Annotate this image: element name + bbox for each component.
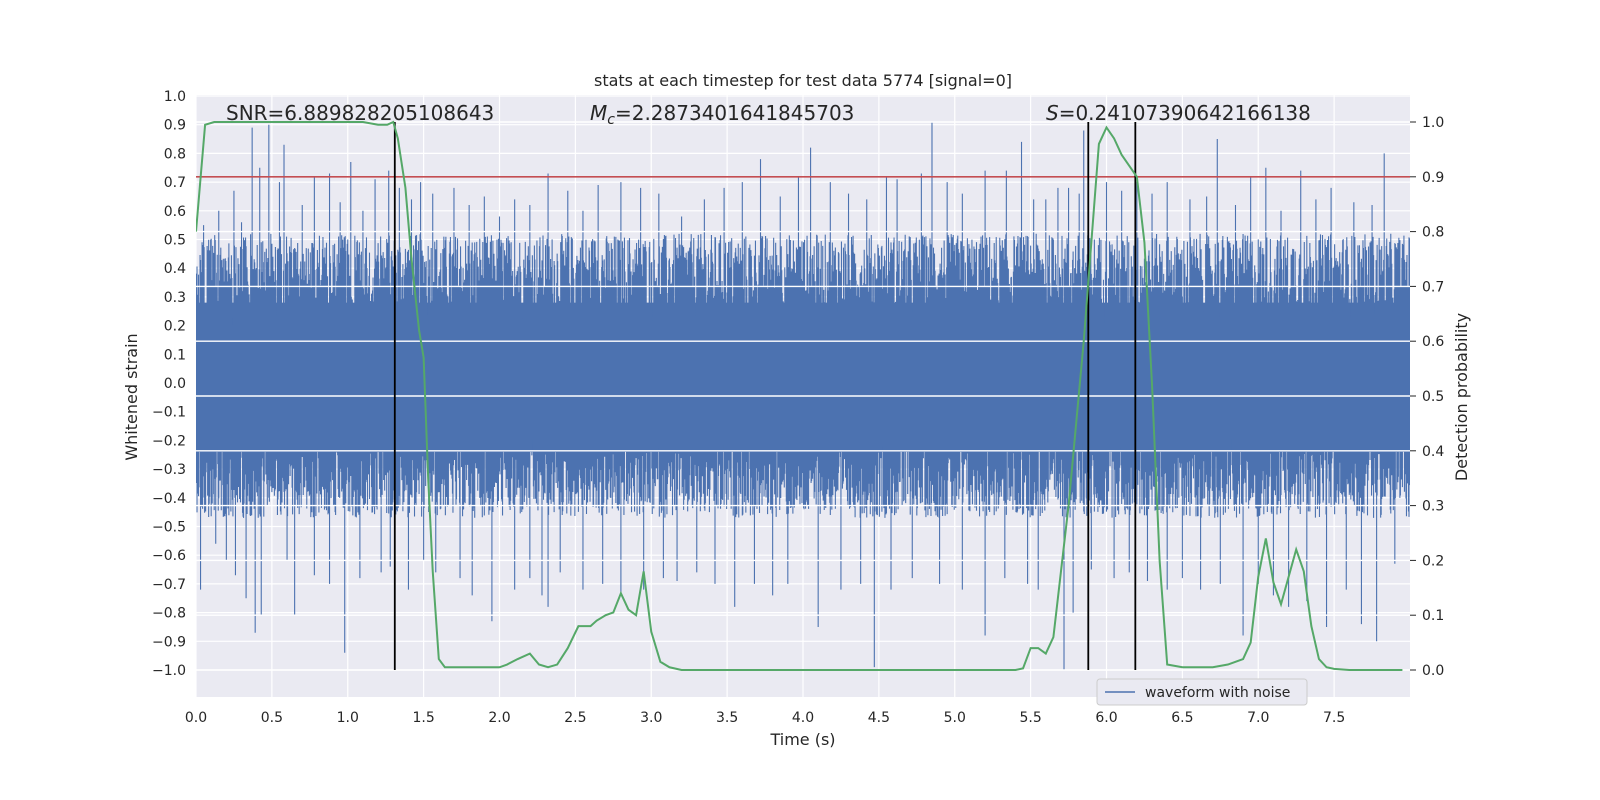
y-left-tick-label: 0.9 [164,118,186,134]
y-left-tick-label: 1.0 [164,89,186,105]
mc-value: =2.2873401641845703 [615,101,854,125]
y-right-tick-label: 0.5 [1422,389,1444,405]
s-symbol: S [1046,101,1059,125]
x-tick-label: 1.5 [412,710,434,726]
y-left-tick-label: 0.1 [164,347,186,363]
y-left-axis-label: Whitened strain [122,333,141,460]
x-tick-label: 0.0 [185,710,207,726]
y-left-axis-ticks: 1.0 0.9 0.8 0.7 0.6 0.5 0.4 0.3 0.2 0.1 0.0 −0.1 −0.… [152,89,186,679]
x-tick-label: 7.5 [1323,710,1345,726]
x-tick-label: 4.0 [792,710,814,726]
y-left-tick-label: −0.8 [152,606,186,622]
mc-symbol: M [590,101,607,125]
y-left-tick-label: 0.5 [164,233,186,249]
y-left-tick-label: −0.7 [152,577,186,593]
y-right-tick-label: 0.0 [1422,663,1444,679]
x-axis-ticks: 0.0 0.5 1.0 1.5 2.0 2.5 3.0 3.5 4.0 4.5 5.0 5.5 6.0 6… [185,710,1345,726]
y-right-tick-label: 0.7 [1422,279,1444,295]
vertical-markers [393,122,1137,670]
x-axis-label: Time (s) [769,730,835,749]
y-right-tick-label: 0.8 [1422,225,1444,241]
y-left-tick-label: −1.0 [152,663,186,679]
waveform-series [196,121,1410,671]
legend-box [1096,678,1308,706]
s-value: =0.24107390642166138 [1059,101,1311,125]
y-left-tick-label: 0.0 [164,376,186,392]
mc-subscript: c [607,112,615,128]
legend-entry-waveform: waveform with noise [1145,685,1290,701]
snr-annotation: SNR=6.889828205108643 [226,101,494,125]
legend: waveform with noise [1096,678,1308,706]
y-left-tick-label: −0.3 [152,462,186,478]
y-left-tick-label: 0.4 [164,261,186,277]
mc-annotation: Mc=2.2873401641845703 [590,101,854,128]
probability-series [196,120,1403,671]
x-tick-label: 2.5 [564,710,586,726]
x-tick-label: 6.0 [1095,710,1117,726]
chart-title: stats at each timestep for test data 577… [594,71,1012,90]
y-left-tick-label: −0.9 [152,634,186,650]
x-tick-label: 0.5 [261,710,283,726]
y-right-tick-label: 0.6 [1422,334,1444,350]
y-right-tick-label: 0.2 [1422,553,1444,569]
probability-line [196,120,1403,671]
y-right-tick-label: 0.3 [1422,499,1444,515]
y-left-tick-label: −0.1 [152,405,186,421]
y-left-tick-label: 0.7 [164,175,186,191]
y-left-tick-label: −0.5 [152,520,186,536]
y-left-tick-label: 0.2 [164,319,186,335]
y-left-tick-label: 0.3 [164,290,186,306]
y-left-tick-label: −0.2 [152,433,186,449]
x-tick-label: 5.5 [1019,710,1041,726]
y-right-tick-label: 0.4 [1422,444,1444,460]
y-right-axis-label: Detection probability [1452,313,1471,481]
x-tick-label: 1.0 [337,710,359,726]
y-right-tick-label: 1.0 [1422,115,1444,131]
y-left-tick-label: 0.8 [164,146,186,162]
y-left-tick-label: 0.6 [164,204,186,220]
s-annotation: S=0.24107390642166138 [1046,101,1311,125]
y-right-tick-label: 0.1 [1422,608,1444,624]
x-tick-label: 3.5 [716,710,738,726]
x-tick-label: 7.0 [1247,710,1269,726]
x-tick-label: 5.0 [944,710,966,726]
waveform-line [196,121,1410,670]
y-left-tick-label: −0.6 [152,548,186,564]
y-left-tick-label: −0.4 [152,491,186,507]
x-tick-label: 6.5 [1171,710,1193,726]
x-tick-label: 2.0 [488,710,510,726]
y-right-axis-ticks: 1.0 0.9 0.8 0.7 0.6 0.5 0.4 0.3 0.2 0.1 0.0 [1410,115,1444,679]
x-tick-label: 3.0 [640,710,662,726]
x-tick-label: 4.5 [868,710,890,726]
y-right-tick-label: 0.9 [1422,170,1444,186]
